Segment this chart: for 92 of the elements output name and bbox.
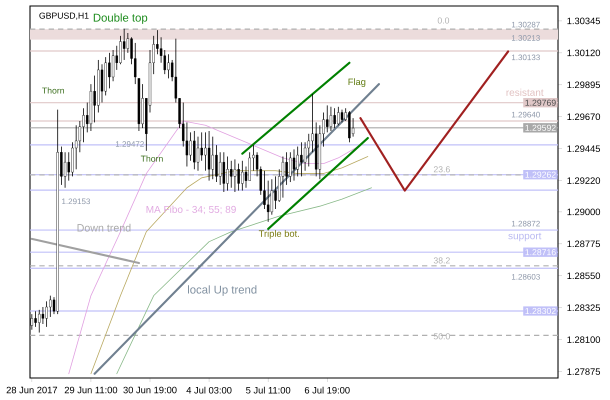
annotation: Double top [94, 13, 148, 24]
candlestick [122, 28, 126, 60]
y-tick-label: 1.30120 [567, 50, 600, 56]
annotation: 38.2 [434, 257, 450, 264]
annotation: 23.6 [434, 166, 450, 172]
candlestick [186, 122, 188, 167]
y-tick-label: 1.29220 [567, 177, 600, 184]
candlestick [38, 309, 40, 333]
text: GBPUSD,H1 [39, 12, 89, 20]
annotation: 1.30133 [512, 54, 540, 60]
candlestick [241, 160, 244, 191]
candlestick [282, 156, 284, 198]
ref-line-label: 1.28302 [525, 308, 556, 314]
y-tick-label: 1.27875 [567, 368, 600, 375]
candlestick [340, 109, 344, 123]
candlestick [222, 152, 226, 192]
candlestick [308, 133, 310, 167]
annotation: 1.29472 [116, 141, 144, 147]
ref-line-label: 1.28716 [525, 249, 556, 256]
candlestick [189, 132, 192, 162]
candlestick [230, 160, 232, 188]
candlestick [42, 306, 44, 324]
candlestick [119, 35, 122, 65]
candlestick [74, 124, 78, 170]
candlestick [330, 106, 332, 132]
candlestick [34, 310, 37, 328]
candlestick [289, 152, 292, 182]
candlestick [68, 152, 70, 182]
candlestick [64, 152, 66, 188]
candlestick [285, 152, 288, 186]
candlestick [49, 295, 52, 318]
y-tick-label: 1.28325 [567, 304, 600, 312]
candlestick [196, 136, 200, 172]
annotation: 1.29640 [512, 112, 540, 118]
candlestick [248, 152, 251, 182]
candlestick [237, 163, 240, 191]
candlestick [108, 52, 111, 89]
candlestick [226, 156, 229, 191]
annotation: resistant [506, 88, 544, 96]
candlestick [208, 130, 210, 182]
ref-line-label: 1.29262 [525, 172, 556, 178]
annotation: 1.30287 [512, 22, 540, 28]
candlestick [167, 54, 170, 79]
candlestick [292, 149, 296, 182]
candlestick [263, 170, 266, 210]
x-tick-label: 6 Jul 19:00 [304, 386, 350, 394]
annotation: 0.0 [438, 17, 450, 24]
y-tick-label: 1.30345 [567, 18, 600, 24]
candlestick [270, 178, 274, 216]
candlestick [212, 136, 214, 180]
candlestick [337, 106, 340, 126]
y-tick-label: 1.29000 [567, 208, 600, 216]
candlestick [326, 104, 328, 133]
annotation: local Up trend [188, 285, 256, 296]
candlestick [234, 158, 236, 192]
annotation: 1.28872 [512, 220, 540, 226]
candlestick [274, 176, 277, 210]
x-tick-label: 29 Jun 11:00 [64, 386, 118, 394]
y-tick-label: 1.28100 [567, 336, 600, 343]
candlestick [164, 50, 166, 75]
annotation: 1.30213 [512, 35, 540, 41]
candlestick [204, 132, 207, 172]
x-tick-label: 5 Jul 11:00 [246, 386, 290, 394]
candlestick [266, 180, 270, 222]
ref-line-label: 1.29592 [525, 124, 556, 131]
x-tick-label: 28 Jun 2017 [6, 386, 58, 394]
y-tick-label: 1.29670 [567, 113, 600, 120]
x-tick-label: 4 Jul 03:00 [186, 386, 232, 394]
y-tick-label: 1.29445 [567, 145, 600, 152]
y-tick-label: 1.28550 [567, 272, 600, 280]
annotation: Thorn [42, 87, 64, 94]
x-tick-label: 30 Jun 19:00 [123, 386, 177, 394]
annotation: support [508, 232, 542, 242]
ref-line-label: 1.29769 [525, 100, 556, 106]
annotation: 1.29153 [62, 198, 90, 204]
candlestick [45, 300, 48, 328]
candlestick [193, 130, 196, 170]
y-tick-label: 1.28775 [567, 240, 600, 248]
candlestick [296, 146, 299, 177]
candlestick [300, 142, 303, 177]
candlestick [200, 132, 203, 162]
candlestick [100, 64, 104, 103]
annotation: Thorn [140, 155, 163, 162]
annotation: Flag [348, 78, 366, 87]
candlestick [134, 42, 136, 84]
candlestick [218, 152, 222, 186]
annotation: Triple bot. [258, 230, 299, 239]
annotation: 1.28603 [512, 274, 540, 280]
candlestick [333, 108, 336, 129]
candlestick [82, 108, 85, 143]
y-tick-label: 1.29895 [567, 82, 600, 88]
candlestick [215, 144, 218, 182]
